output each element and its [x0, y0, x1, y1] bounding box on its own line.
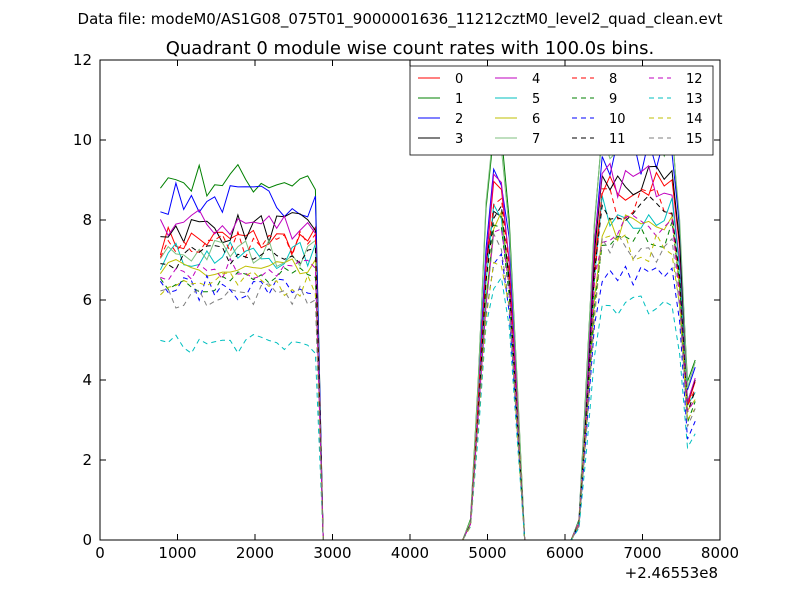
x-tick-label: 3000 — [313, 544, 351, 562]
legend-label-14: 14 — [686, 112, 703, 127]
legend-label-7: 7 — [532, 132, 540, 147]
x-tick-label: 1000 — [158, 544, 196, 562]
legend-label-4: 4 — [532, 72, 540, 87]
x-tick-label: 8000 — [701, 544, 739, 562]
axis-layer: 0 1000 2000 3000 4000 5000 6000 7000 80000246810… — [73, 51, 739, 562]
legend-label-13: 13 — [686, 92, 703, 107]
legend-label-1: 1 — [455, 92, 463, 107]
x-tick-label: 5000 — [468, 544, 506, 562]
legend-label-12: 12 — [686, 72, 703, 87]
legend-label-2: 2 — [455, 112, 463, 127]
legend-label-0: 0 — [455, 72, 463, 87]
legend-label-11: 11 — [609, 132, 626, 147]
legend-label-3: 3 — [455, 132, 463, 147]
legend-label-6: 6 — [532, 112, 540, 127]
x-tick-label: 2000 — [236, 544, 274, 562]
x-tick-label: 6000 — [546, 544, 584, 562]
chart-title: Quadrant 0 module wise count rates with … — [166, 38, 655, 59]
legend-label-15: 15 — [686, 132, 703, 147]
y-tick-label: 2 — [82, 451, 92, 469]
y-tick-label: 10 — [73, 131, 92, 149]
x-tick-label: 4000 — [391, 544, 429, 562]
figure-suptitle: Data file: modeM0/AS1G08_075T01_90000016… — [78, 10, 723, 29]
x-tick-label: 7000 — [623, 544, 661, 562]
legend-label-5: 5 — [532, 92, 540, 107]
plot-frame — [99, 59, 721, 541]
x-tick-label: 0 — [95, 544, 105, 562]
legend-label-9: 9 — [609, 92, 617, 107]
series-line-15 — [160, 232, 696, 541]
legend-frame — [409, 65, 714, 156]
y-tick-label: 8 — [82, 211, 92, 229]
legend-label-8: 8 — [609, 72, 617, 87]
y-tick-label: 0 — [82, 531, 92, 549]
y-tick-label: 12 — [73, 51, 92, 69]
x-axis-offset-label: +2.46553e8 — [625, 564, 718, 582]
y-tick-label: 6 — [82, 291, 92, 309]
y-tick-label: 4 — [82, 371, 92, 389]
legend-label-10: 10 — [609, 112, 626, 127]
